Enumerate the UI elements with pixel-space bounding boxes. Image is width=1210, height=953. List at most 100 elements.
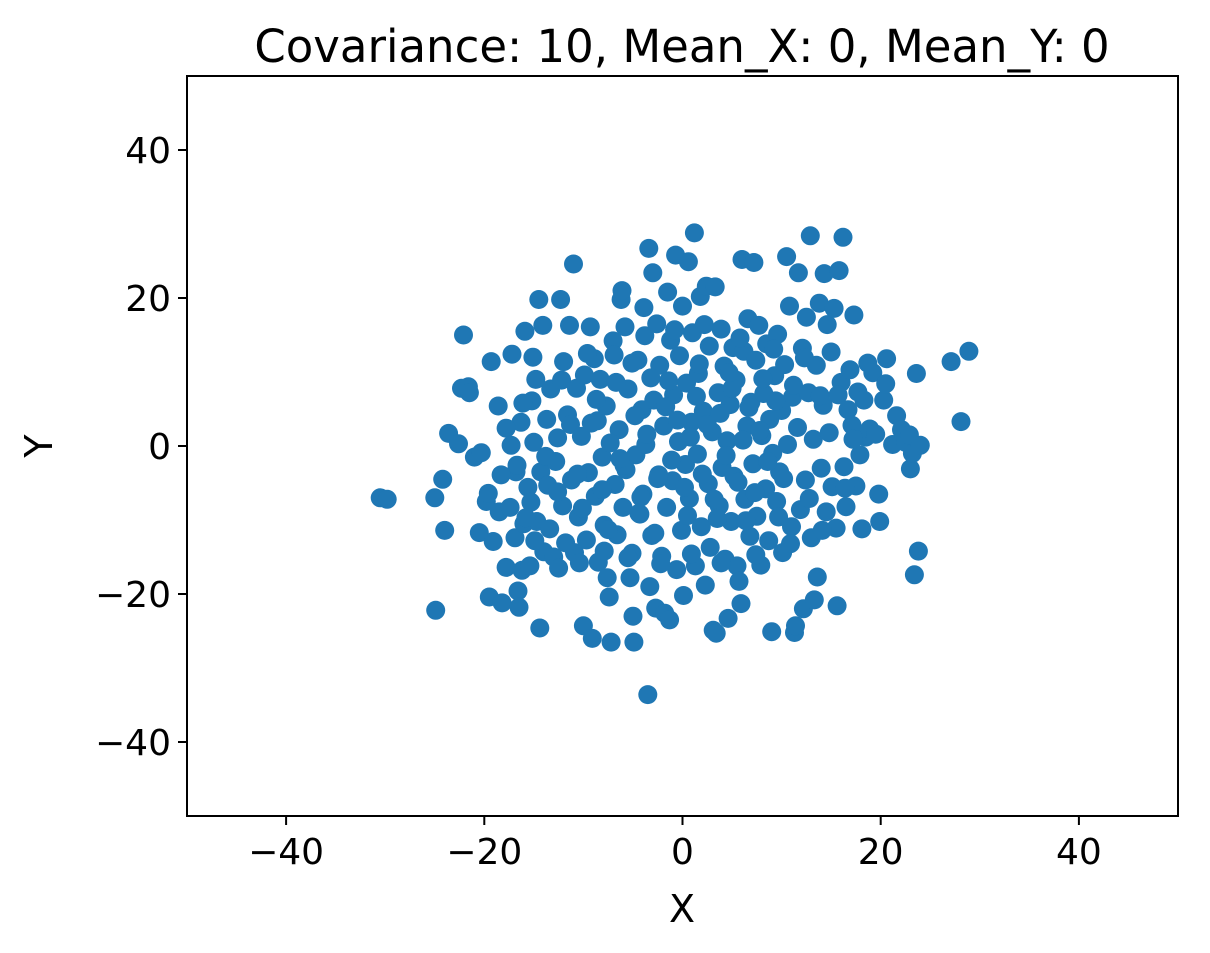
scatter-point — [766, 391, 786, 411]
x-tick-label: 0 — [671, 832, 694, 873]
scatter-point — [814, 264, 834, 284]
scatter-point — [718, 608, 738, 628]
scatter-point — [433, 469, 453, 489]
scatter-point — [739, 398, 759, 417]
scatter-point — [908, 541, 928, 561]
x-axis-label: X — [669, 887, 695, 931]
scatter-point — [637, 424, 657, 444]
scatter-point — [548, 482, 568, 502]
scatter-point — [629, 503, 649, 523]
scatter-point — [496, 557, 516, 577]
scatter-point — [796, 307, 816, 327]
scatter-point — [662, 450, 682, 470]
scatter-point — [581, 413, 601, 433]
scatter-point — [658, 282, 678, 302]
scatter-point — [731, 594, 751, 614]
scatter-point — [959, 341, 979, 361]
scatter-point — [526, 369, 546, 389]
scatter-point — [780, 296, 799, 316]
scatter-point — [667, 560, 687, 580]
scatter-point — [523, 347, 543, 367]
scatter-point — [719, 363, 739, 383]
scatter-point — [753, 369, 773, 389]
scatter-point — [778, 435, 797, 454]
scatter-point — [515, 321, 535, 341]
scatter-point — [819, 423, 839, 443]
scatter-point — [518, 477, 538, 497]
x-axis-ticks: −40 −20 0 20 40 — [248, 816, 1102, 873]
scatter-point — [624, 632, 644, 652]
scatter-point — [687, 444, 707, 464]
scatter-point — [561, 415, 580, 434]
scatter-point — [597, 568, 617, 588]
scatter-point — [599, 587, 619, 607]
scatter-point — [609, 420, 629, 440]
x-tick-label: 40 — [1056, 832, 1102, 873]
scatter-point — [491, 465, 511, 485]
scatter-point — [537, 409, 557, 429]
scatter-point — [900, 459, 920, 479]
x-tick-label: −20 — [446, 832, 522, 873]
scatter-point — [615, 317, 635, 337]
scatter-point — [733, 430, 753, 450]
scatter-point — [469, 523, 489, 543]
scatter-point — [740, 526, 760, 546]
scatter-point — [852, 519, 872, 539]
scatter-point — [781, 534, 800, 554]
scatter-point — [483, 532, 503, 551]
scatter-point — [530, 618, 550, 638]
scatter-point — [777, 247, 797, 267]
scatter-point — [774, 469, 794, 489]
y-tick-label: −20 — [95, 575, 171, 616]
chart-title: Covariance: 10, Mean_X: 0, Mean_Y: 0 — [254, 20, 1109, 73]
scatter-point — [641, 368, 661, 388]
scatter-point — [610, 449, 630, 469]
scatter-point — [811, 458, 831, 478]
scatter-point — [560, 315, 579, 335]
scatter-point — [842, 415, 862, 435]
scatter-point — [549, 558, 569, 578]
scatter-point — [795, 470, 815, 490]
scatter-point — [828, 385, 848, 405]
scatter-point — [768, 324, 788, 344]
scatter-point — [863, 363, 883, 383]
scatter-point — [492, 593, 512, 613]
scatter-point — [817, 315, 837, 335]
scatter-point — [569, 553, 589, 573]
scatter-point — [874, 390, 894, 410]
scatter-point — [854, 390, 874, 410]
scatter-point — [511, 412, 531, 432]
scatter-point — [821, 342, 841, 362]
scatter-point — [622, 353, 642, 373]
scatter-point — [749, 315, 769, 335]
scatter-point — [866, 424, 886, 444]
y-tick-label: 40 — [125, 131, 171, 172]
scatter-point — [843, 429, 863, 449]
scatter-point — [598, 520, 618, 540]
scatter-point — [574, 365, 594, 385]
scatter-point — [594, 541, 614, 561]
scatter-point — [803, 429, 823, 449]
scatter-point — [706, 623, 726, 643]
scatter-point — [635, 326, 655, 346]
scatter-point — [684, 223, 704, 243]
y-axis-label: Y — [17, 434, 61, 459]
scatter-point — [454, 325, 473, 345]
scatter-point — [665, 320, 685, 340]
scatter-point — [678, 506, 697, 526]
scatter-point — [673, 296, 692, 316]
scatter-point — [746, 545, 766, 565]
scatter-point — [529, 290, 549, 309]
scatter-point — [705, 277, 725, 297]
scatter-point — [435, 520, 455, 540]
scatter-point — [592, 480, 612, 500]
scatter-point — [711, 553, 731, 573]
scatter-point — [711, 319, 731, 339]
scatter-point — [525, 531, 545, 551]
scatter-point — [775, 355, 795, 375]
scatter-point — [744, 253, 764, 272]
scatter-point — [762, 622, 782, 642]
scatter-point — [800, 226, 820, 246]
scatter-point — [710, 403, 730, 423]
